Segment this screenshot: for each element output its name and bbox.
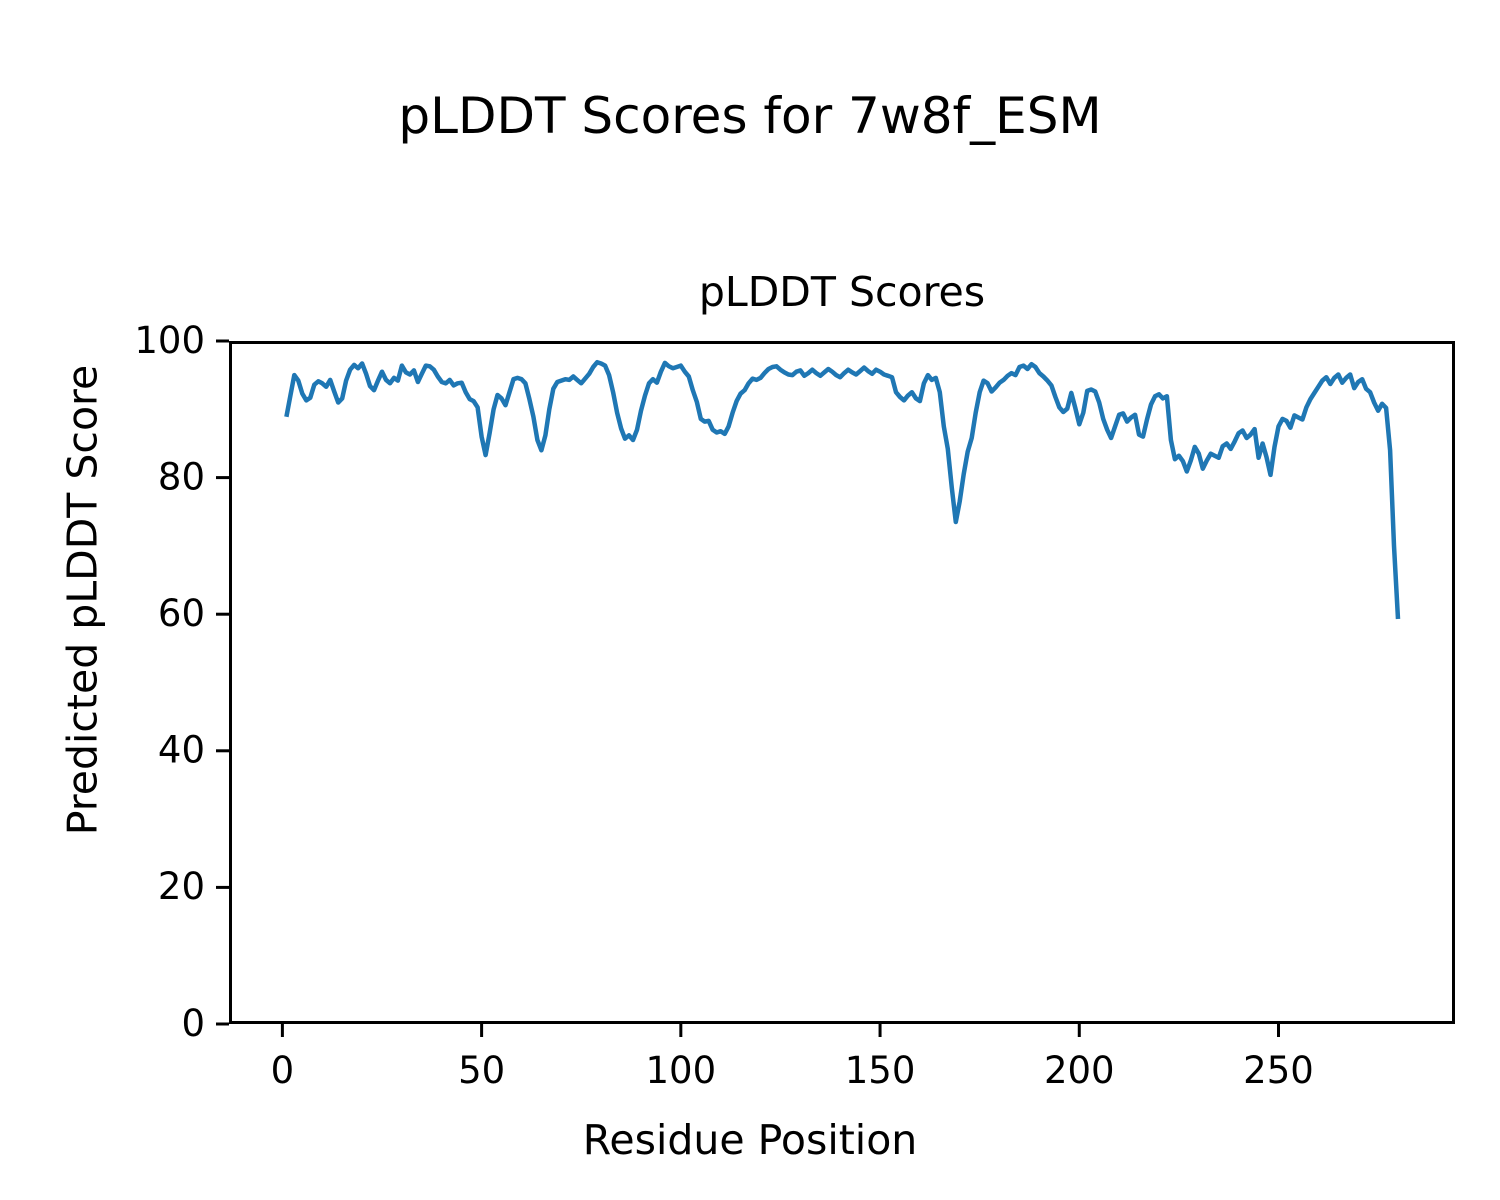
plot-area: 0 50 100 150 200 250 0 20 40 60 80 100 (134, 319, 1455, 1092)
axes-title: pLDDT Scores (698, 268, 986, 316)
y-tick-label: 0 (181, 1002, 205, 1045)
y-tick-label: 20 (158, 865, 205, 908)
axes-spines (229, 341, 1455, 1024)
y-axis-label: Predicted pLDDT Score (58, 364, 107, 836)
x-tick-label: 200 (1044, 1049, 1115, 1092)
x-axis-label: Residue Position (582, 1116, 918, 1164)
y-tick-label: 100 (134, 319, 205, 362)
x-tick-label: 150 (845, 1049, 916, 1092)
x-tick-label: 50 (458, 1049, 505, 1092)
x-tick-label: 100 (646, 1049, 717, 1092)
y-tick-label: 80 (158, 455, 205, 498)
ticks-layer: 0 50 100 150 200 250 0 20 40 60 80 100 (134, 319, 1313, 1092)
y-tick-label: 60 (158, 592, 205, 635)
y-tick-label: 40 (158, 729, 205, 772)
figure-title: pLDDT Scores for 7w8f_ESM (398, 87, 1102, 145)
plddt-line (284, 359, 1401, 620)
x-tick-label: 0 (271, 1049, 295, 1092)
x-tick-label: 250 (1243, 1049, 1314, 1092)
